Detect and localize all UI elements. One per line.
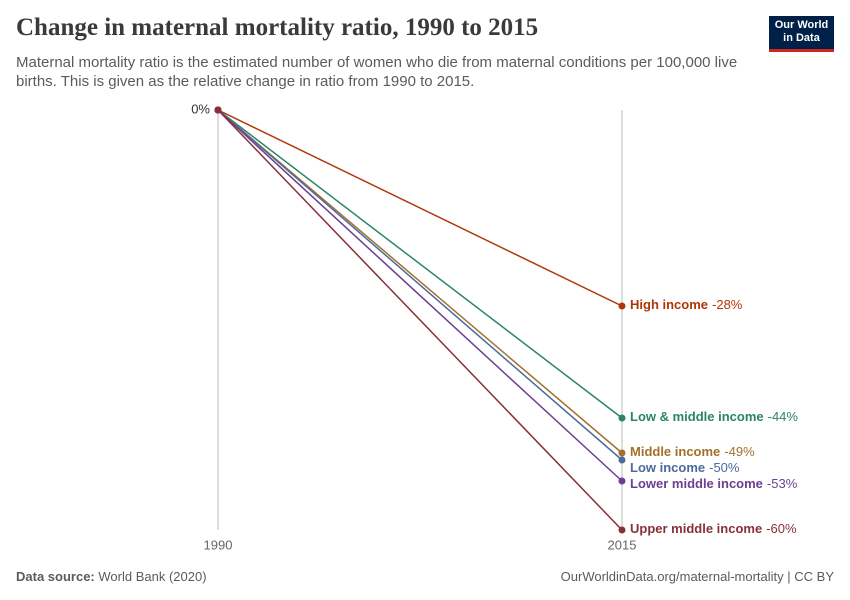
source-text: World Bank (2020) [98, 569, 207, 584]
value-label: -50% [709, 460, 740, 475]
value-label: -28% [712, 297, 743, 312]
series-name: Middle income [630, 444, 720, 459]
chart-subtitle: Maternal mortality ratio is the estimate… [16, 54, 738, 90]
slope-line [217, 109, 623, 454]
series-name: Low & middle income [630, 409, 764, 424]
point [618, 477, 626, 485]
logo-line: Our World [774, 19, 829, 31]
series-name: Low income [630, 460, 705, 475]
slope-line [217, 109, 623, 307]
series-name: High income [630, 297, 708, 312]
point [618, 456, 626, 464]
end-label: Upper middle income -60% [630, 521, 797, 536]
value-label: -44% [768, 409, 799, 424]
point [618, 414, 626, 422]
end-label: Low income -50% [630, 460, 740, 475]
source: Data source: World Bank (2020) [16, 569, 207, 584]
point [618, 302, 626, 310]
point [618, 449, 626, 457]
slope-line [217, 109, 623, 482]
x-tick-label: 2015 [608, 537, 637, 552]
end-label: Lower middle income -53% [630, 476, 798, 491]
end-label: High income -28% [630, 297, 743, 312]
source-label: Data source: [16, 569, 95, 584]
logo[interactable]: Our World in Data [769, 16, 834, 52]
source-url[interactable]: OurWorldinData.org/maternal-mortality | … [560, 569, 834, 584]
chart-title: Change in maternal mortality ratio, 1990… [16, 14, 539, 41]
end-label: Low & middle income -44% [630, 409, 798, 424]
slope-line [217, 109, 623, 531]
end-label: Middle income -49% [630, 444, 755, 459]
point [618, 526, 626, 534]
logo-line: in Data [783, 32, 820, 44]
series-name: Lower middle income [630, 476, 763, 491]
slope-line [217, 109, 623, 461]
point [214, 106, 222, 114]
value-label: -60% [766, 521, 797, 536]
series-name: Upper middle income [630, 521, 762, 536]
y-tick-label: 0% [191, 101, 210, 116]
slope-line [217, 109, 623, 419]
x-tick-label: 1990 [204, 537, 233, 552]
value-label: -49% [724, 444, 755, 459]
value-label: -53% [767, 476, 798, 491]
